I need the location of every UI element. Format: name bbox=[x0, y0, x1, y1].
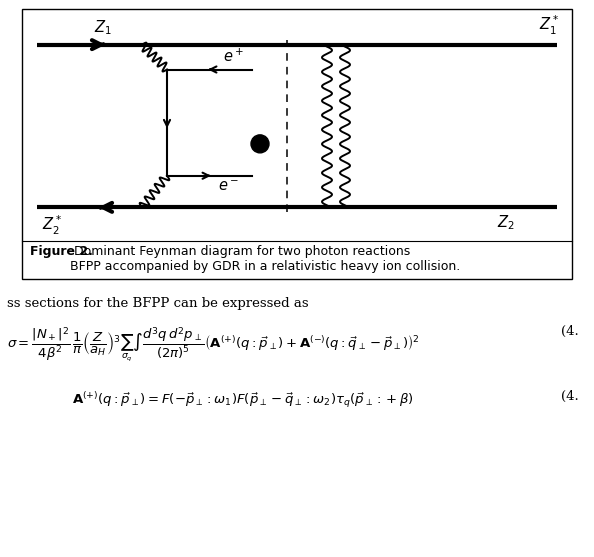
Text: $Z_1$: $Z_1$ bbox=[94, 18, 112, 37]
Bar bbox=[22, 9, 572, 279]
Text: $Z_1^*$: $Z_1^*$ bbox=[539, 13, 559, 37]
Text: $Z_2^*$: $Z_2^*$ bbox=[42, 213, 62, 237]
Text: (4.: (4. bbox=[561, 325, 579, 338]
Circle shape bbox=[251, 135, 269, 153]
Text: $\sigma = \dfrac{|N_+|^2}{4\beta^2}\,\dfrac{1}{\pi}\left(\dfrac{Z}{a_H}\right)^3: $\sigma = \dfrac{|N_+|^2}{4\beta^2}\,\df… bbox=[7, 325, 420, 364]
Text: ss sections for the BFPP can be expressed as: ss sections for the BFPP can be expresse… bbox=[7, 297, 309, 310]
Text: Figure 2.: Figure 2. bbox=[30, 245, 93, 258]
Text: Dominant Feynman diagram for two photon reactions
BFPP accompanied by GDR in a r: Dominant Feynman diagram for two photon … bbox=[70, 245, 460, 273]
Text: $Z_2$: $Z_2$ bbox=[497, 213, 515, 232]
Text: (4.: (4. bbox=[561, 390, 579, 403]
Text: $e^+$: $e^+$ bbox=[223, 47, 244, 65]
Text: $\mathbf{A}^{(+)}(q:\vec{p}_{\perp})=F(-\vec{p}_{\perp}:\omega_1)F(\vec{p}_{\per: $\mathbf{A}^{(+)}(q:\vec{p}_{\perp})=F(-… bbox=[72, 390, 414, 410]
Text: $e^-$: $e^-$ bbox=[218, 180, 239, 194]
